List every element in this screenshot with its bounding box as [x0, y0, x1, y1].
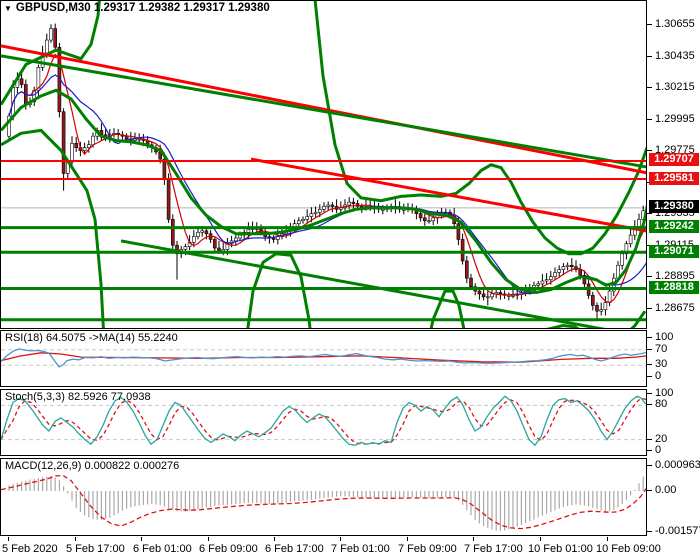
macd-tickmark [647, 465, 652, 466]
osc-tickmark [647, 376, 652, 377]
macd-tickmark [647, 530, 652, 532]
osc-tick-label: 0 [655, 370, 662, 382]
price-badge-1.28818: 1.28818 [649, 280, 699, 294]
price-tick-label: 1.30655 [655, 18, 695, 30]
rsi-panel[interactable]: RSI(18) 64.5075 ->MA(14) 55.2240 [0, 330, 647, 387]
price-tick-label: 1.30435 [655, 49, 695, 62]
osc-tickmark [647, 404, 652, 406]
price-tickmark [647, 118, 652, 120]
time-tickmark [473, 537, 474, 541]
chart-header: ▼ GBPUSD,M30 1.29317 1.29382 1.29317 1.2… [4, 2, 270, 14]
time-tickmark [208, 537, 209, 541]
time-tickmark [274, 537, 275, 541]
time-tick-label: 10 Feb 01:00 [528, 543, 593, 555]
time-tick-label: 6 Feb 01:00 [133, 543, 192, 555]
macd-tick-label: 0.000963 [655, 459, 700, 471]
price-badge-1.29071: 1.29071 [649, 244, 699, 258]
osc-tickmark [647, 337, 652, 338]
stochastic-panel[interactable]: Stoch(5,3,3) 82.5926 77.0938 [0, 389, 647, 456]
rsi-canvas[interactable] [1, 331, 646, 386]
price-tickmark [647, 150, 652, 152]
osc-tick-label: 20 [655, 432, 668, 445]
osc-tick-label: 100 [655, 331, 674, 343]
price-badge-1.29707: 1.29707 [649, 153, 699, 167]
osc-tickmark [647, 364, 652, 366]
osc-tick-label: 70 [655, 342, 668, 355]
symbol-ohlc-readout: GBPUSD,M30 1.29317 1.29382 1.29317 1.293… [15, 2, 270, 14]
osc-tickmark [647, 438, 652, 440]
price-tick-label: 1.29995 [655, 112, 695, 125]
macd-canvas[interactable] [1, 459, 646, 535]
main-chart-canvas[interactable] [1, 1, 646, 328]
time-tick-label: 7 Feb 17:00 [464, 543, 523, 555]
macd-label: MACD(12,26,9) 0.000822 0.000276 [5, 460, 180, 472]
macd-tick-label: -0.001577 [655, 524, 700, 537]
osc-tick-label: 30 [655, 358, 668, 371]
time-tick-label: 7 Feb 01:00 [331, 543, 390, 555]
time-tick-label: 5 Feb 17:00 [66, 543, 125, 555]
time-tickmark [607, 537, 608, 541]
price-tickmark [647, 276, 652, 278]
price-tickmark [647, 55, 652, 57]
time-tickmark [75, 537, 76, 541]
price-tick-label: 1.30215 [655, 81, 695, 94]
osc-tickmark [647, 450, 652, 451]
time-tick-label: 7 Feb 09:00 [398, 543, 457, 555]
time-tick-label: 6 Feb 17:00 [265, 543, 324, 555]
macd-tickmark [647, 490, 652, 491]
osc-tickmark [647, 348, 652, 350]
stochastic-label: Stoch(5,3,3) 82.5926 77.0938 [5, 391, 151, 403]
osc-tick-label: 100 [655, 387, 674, 399]
price-badge-1.29581: 1.29581 [649, 171, 699, 185]
time-tick-label: 10 Feb 09:00 [596, 543, 661, 555]
price-tick-label: 1.28895 [655, 270, 695, 283]
price-tickmark [647, 24, 652, 25]
price-tick-label: 1.29775 [655, 144, 695, 157]
price-tickmark [647, 213, 652, 215]
price-tick-label: 1.28675 [655, 302, 695, 314]
stochastic-canvas[interactable] [1, 390, 646, 455]
time-tick-label: 6 Feb 09:00 [199, 543, 258, 555]
osc-tick-label: 0 [655, 444, 662, 456]
osc-tickmark [647, 393, 652, 394]
price-tickmark [647, 308, 652, 309]
time-tickmark [8, 537, 9, 541]
symbol-dropdown-icon[interactable]: ▼ [4, 3, 12, 13]
rsi-label: RSI(18) 64.5075 ->MA(14) 55.2240 [5, 332, 178, 344]
time-tickmark [540, 537, 541, 541]
macd-panel[interactable]: MACD(12,26,9) 0.000822 0.000276 [0, 458, 647, 536]
price-tickmark [647, 87, 652, 89]
price-badge-1.29242: 1.29242 [649, 220, 699, 234]
time-tick-label: 5 Feb 2020 [2, 543, 58, 555]
osc-tick-label: 80 [655, 398, 668, 411]
time-tickmark [141, 537, 142, 541]
time-tickmark [407, 537, 408, 541]
time-tickmark [340, 537, 341, 541]
macd-tick-label: 0.00 [655, 484, 677, 496]
main-chart-panel[interactable] [0, 0, 647, 329]
price-badge-1.29380: 1.29380 [649, 200, 699, 214]
